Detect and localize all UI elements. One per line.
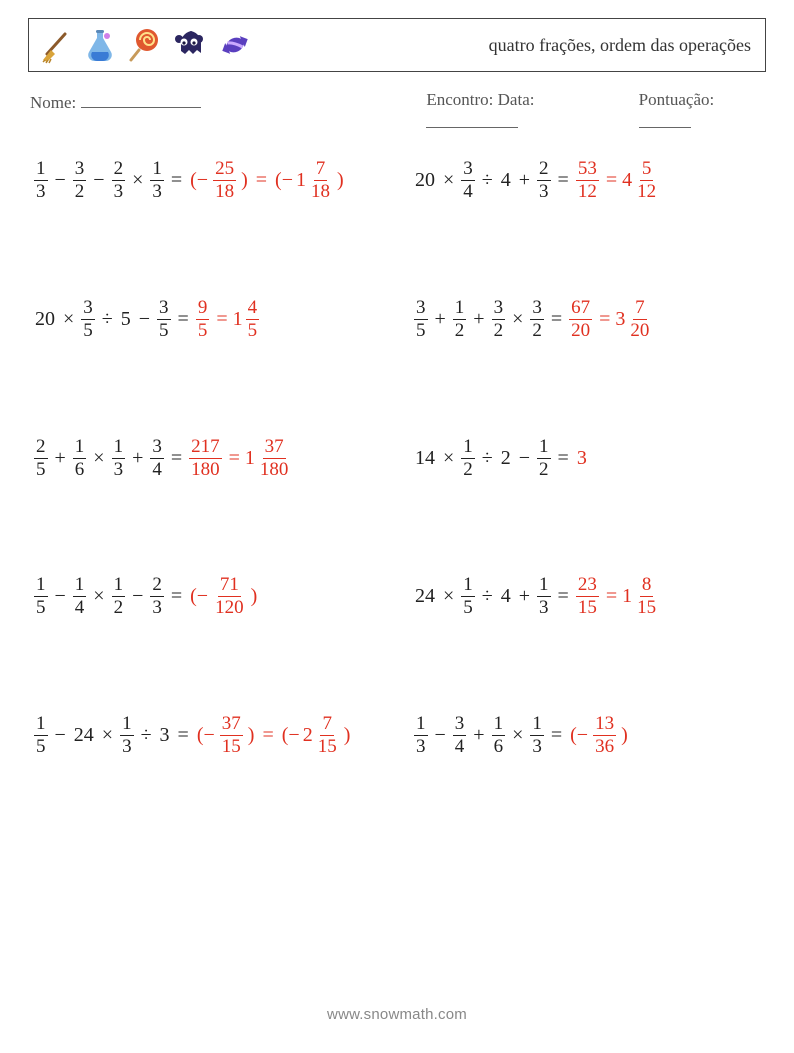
problem-7: 15−14×12−23=(−71120): [32, 575, 382, 618]
equals-sign: =: [553, 447, 574, 470]
equals-sign: =: [166, 585, 187, 608]
equals-sign: =: [166, 169, 187, 192]
problem-answer: 5312=4512: [574, 159, 660, 202]
score-blank: [639, 110, 691, 128]
problem-answer: 95=145: [194, 298, 261, 341]
problem-lhs: 35+12+32×32: [412, 298, 546, 341]
problem-answer: (−3715)=(−2715): [194, 714, 354, 757]
name-blank: [81, 90, 201, 108]
equals-sign: =: [553, 169, 574, 192]
problem-answer: 2315=1815: [574, 575, 660, 618]
encounter-label: Encontro: Data:: [426, 90, 534, 109]
problems-grid: 13−32−23×13=(−2518)=(−1718)20×34÷4+23=53…: [28, 159, 766, 757]
worksheet-title: quatro frações, ordem das operações: [489, 35, 751, 56]
problem-lhs: 25+16×13+34: [32, 437, 166, 480]
problem-answer: 217180=137180: [187, 437, 292, 480]
problem-answer: (−71120): [187, 575, 260, 618]
problem-6: 14×12÷2−12=3: [412, 437, 762, 480]
equals-sign: =: [553, 585, 574, 608]
problem-lhs: 24×15÷4+13: [412, 575, 553, 618]
problem-lhs: 15−24×13÷3: [32, 714, 173, 757]
candy-icon: [215, 25, 255, 65]
worksheet-header: quatro frações, ordem das operações: [28, 18, 766, 72]
problem-answer: 6720=3720: [567, 298, 653, 341]
ghost-icon: [169, 25, 209, 65]
equals-sign: =: [166, 447, 187, 470]
problem-lhs: 14×12÷2−12: [412, 437, 553, 480]
problem-5: 25+16×13+34=217180=137180: [32, 437, 382, 480]
header-icons: [37, 25, 255, 65]
problem-lhs: 20×35÷5−35: [32, 298, 173, 341]
equals-sign: =: [173, 308, 194, 331]
flask-icon: [81, 26, 119, 64]
problem-2: 20×34÷4+23=5312=4512: [412, 159, 762, 202]
name-label: Nome:: [30, 93, 76, 112]
problem-answer: (−1336): [567, 714, 631, 757]
footer-url: www.snowmath.com: [0, 1006, 794, 1023]
problem-4: 35+12+32×32=6720=3720: [412, 298, 762, 341]
problem-lhs: 15−14×12−23: [32, 575, 166, 618]
problem-lhs: 20×34÷4+23: [412, 159, 553, 202]
problem-9: 15−24×13÷3=(−3715)=(−2715): [32, 714, 382, 757]
broom-icon: [37, 26, 75, 64]
problem-answer: 3: [574, 447, 590, 470]
problem-10: 13−34+16×13=(−1336): [412, 714, 762, 757]
score-label: Pontuação:: [639, 90, 715, 109]
problem-lhs: 13−34+16×13: [412, 714, 546, 757]
equals-sign: =: [546, 308, 567, 331]
lollipop-icon: [125, 26, 163, 64]
meta-row: Nome: Encontro: Data: Pontuação:: [28, 90, 766, 133]
problem-1: 13−32−23×13=(−2518)=(−1718): [32, 159, 382, 202]
problem-3: 20×35÷5−35=95=145: [32, 298, 382, 341]
problem-answer: (−2518)=(−1718): [187, 159, 347, 202]
equals-sign: =: [546, 724, 567, 747]
problem-lhs: 13−32−23×13: [32, 159, 166, 202]
date-blank: [426, 110, 518, 128]
problem-8: 24×15÷4+13=2315=1815: [412, 575, 762, 618]
equals-sign: =: [173, 724, 194, 747]
